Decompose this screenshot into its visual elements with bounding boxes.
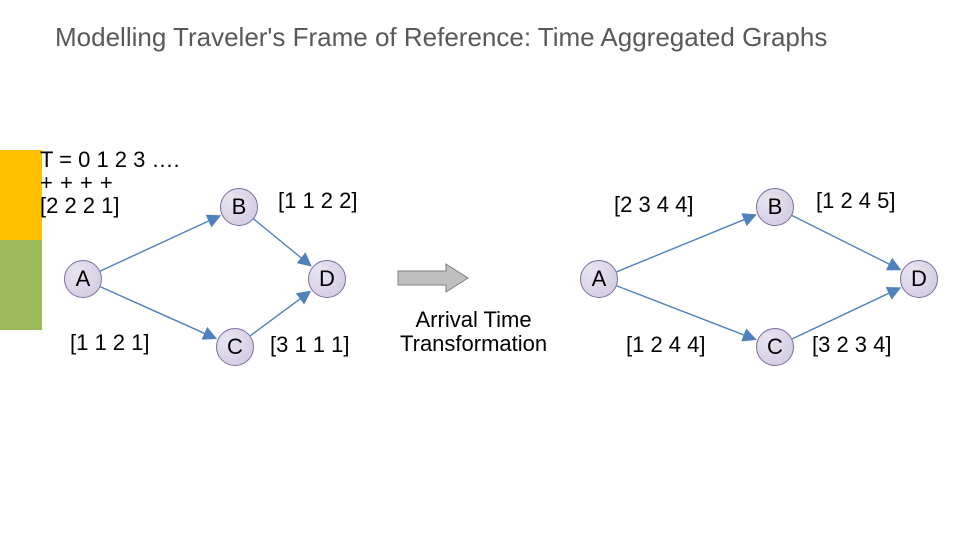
edge-label-right-0: [2 3 4 4]: [614, 192, 694, 218]
edge-label-left-2: [1 1 2 2]: [278, 188, 358, 214]
edge-label-left-3: [3 1 1 1]: [270, 332, 350, 358]
node-right-B: B: [756, 188, 794, 226]
arr-line: [2 2 2 1]: [40, 194, 180, 217]
node-left-C: C: [216, 328, 254, 366]
transform-line2: Transformation: [400, 332, 547, 356]
node-left-D: D: [308, 260, 346, 298]
edge-label-right-3: [3 2 3 4]: [812, 332, 892, 358]
edge-label-right-2: [1 2 4 5]: [816, 188, 896, 214]
sidebar-stripe: [0, 0, 42, 150]
time-spec-block: T = 0 1 2 3 …. + + + + [2 2 2 1]: [40, 148, 180, 217]
node-right-D: D: [900, 260, 938, 298]
page-title: Modelling Traveler's Frame of Reference:…: [55, 22, 827, 53]
sidebar-stripe: [0, 240, 42, 330]
t-line: T = 0 1 2 3 ….: [40, 148, 180, 171]
transform-line1: Arrival Time: [400, 308, 547, 332]
node-left-A: A: [64, 260, 102, 298]
sidebar-stripe: [0, 330, 42, 540]
edges-svg: [0, 0, 960, 540]
node-left-B: B: [220, 188, 258, 226]
node-right-A: A: [580, 260, 618, 298]
transformation-label: Arrival Time Transformation: [400, 308, 547, 356]
edge-label-left-1: [1 1 2 1]: [70, 330, 150, 356]
sidebar-stripe: [0, 150, 42, 240]
node-right-C: C: [756, 328, 794, 366]
edge-label-right-1: [1 2 4 4]: [626, 332, 706, 358]
op-line: + + + +: [40, 171, 180, 194]
